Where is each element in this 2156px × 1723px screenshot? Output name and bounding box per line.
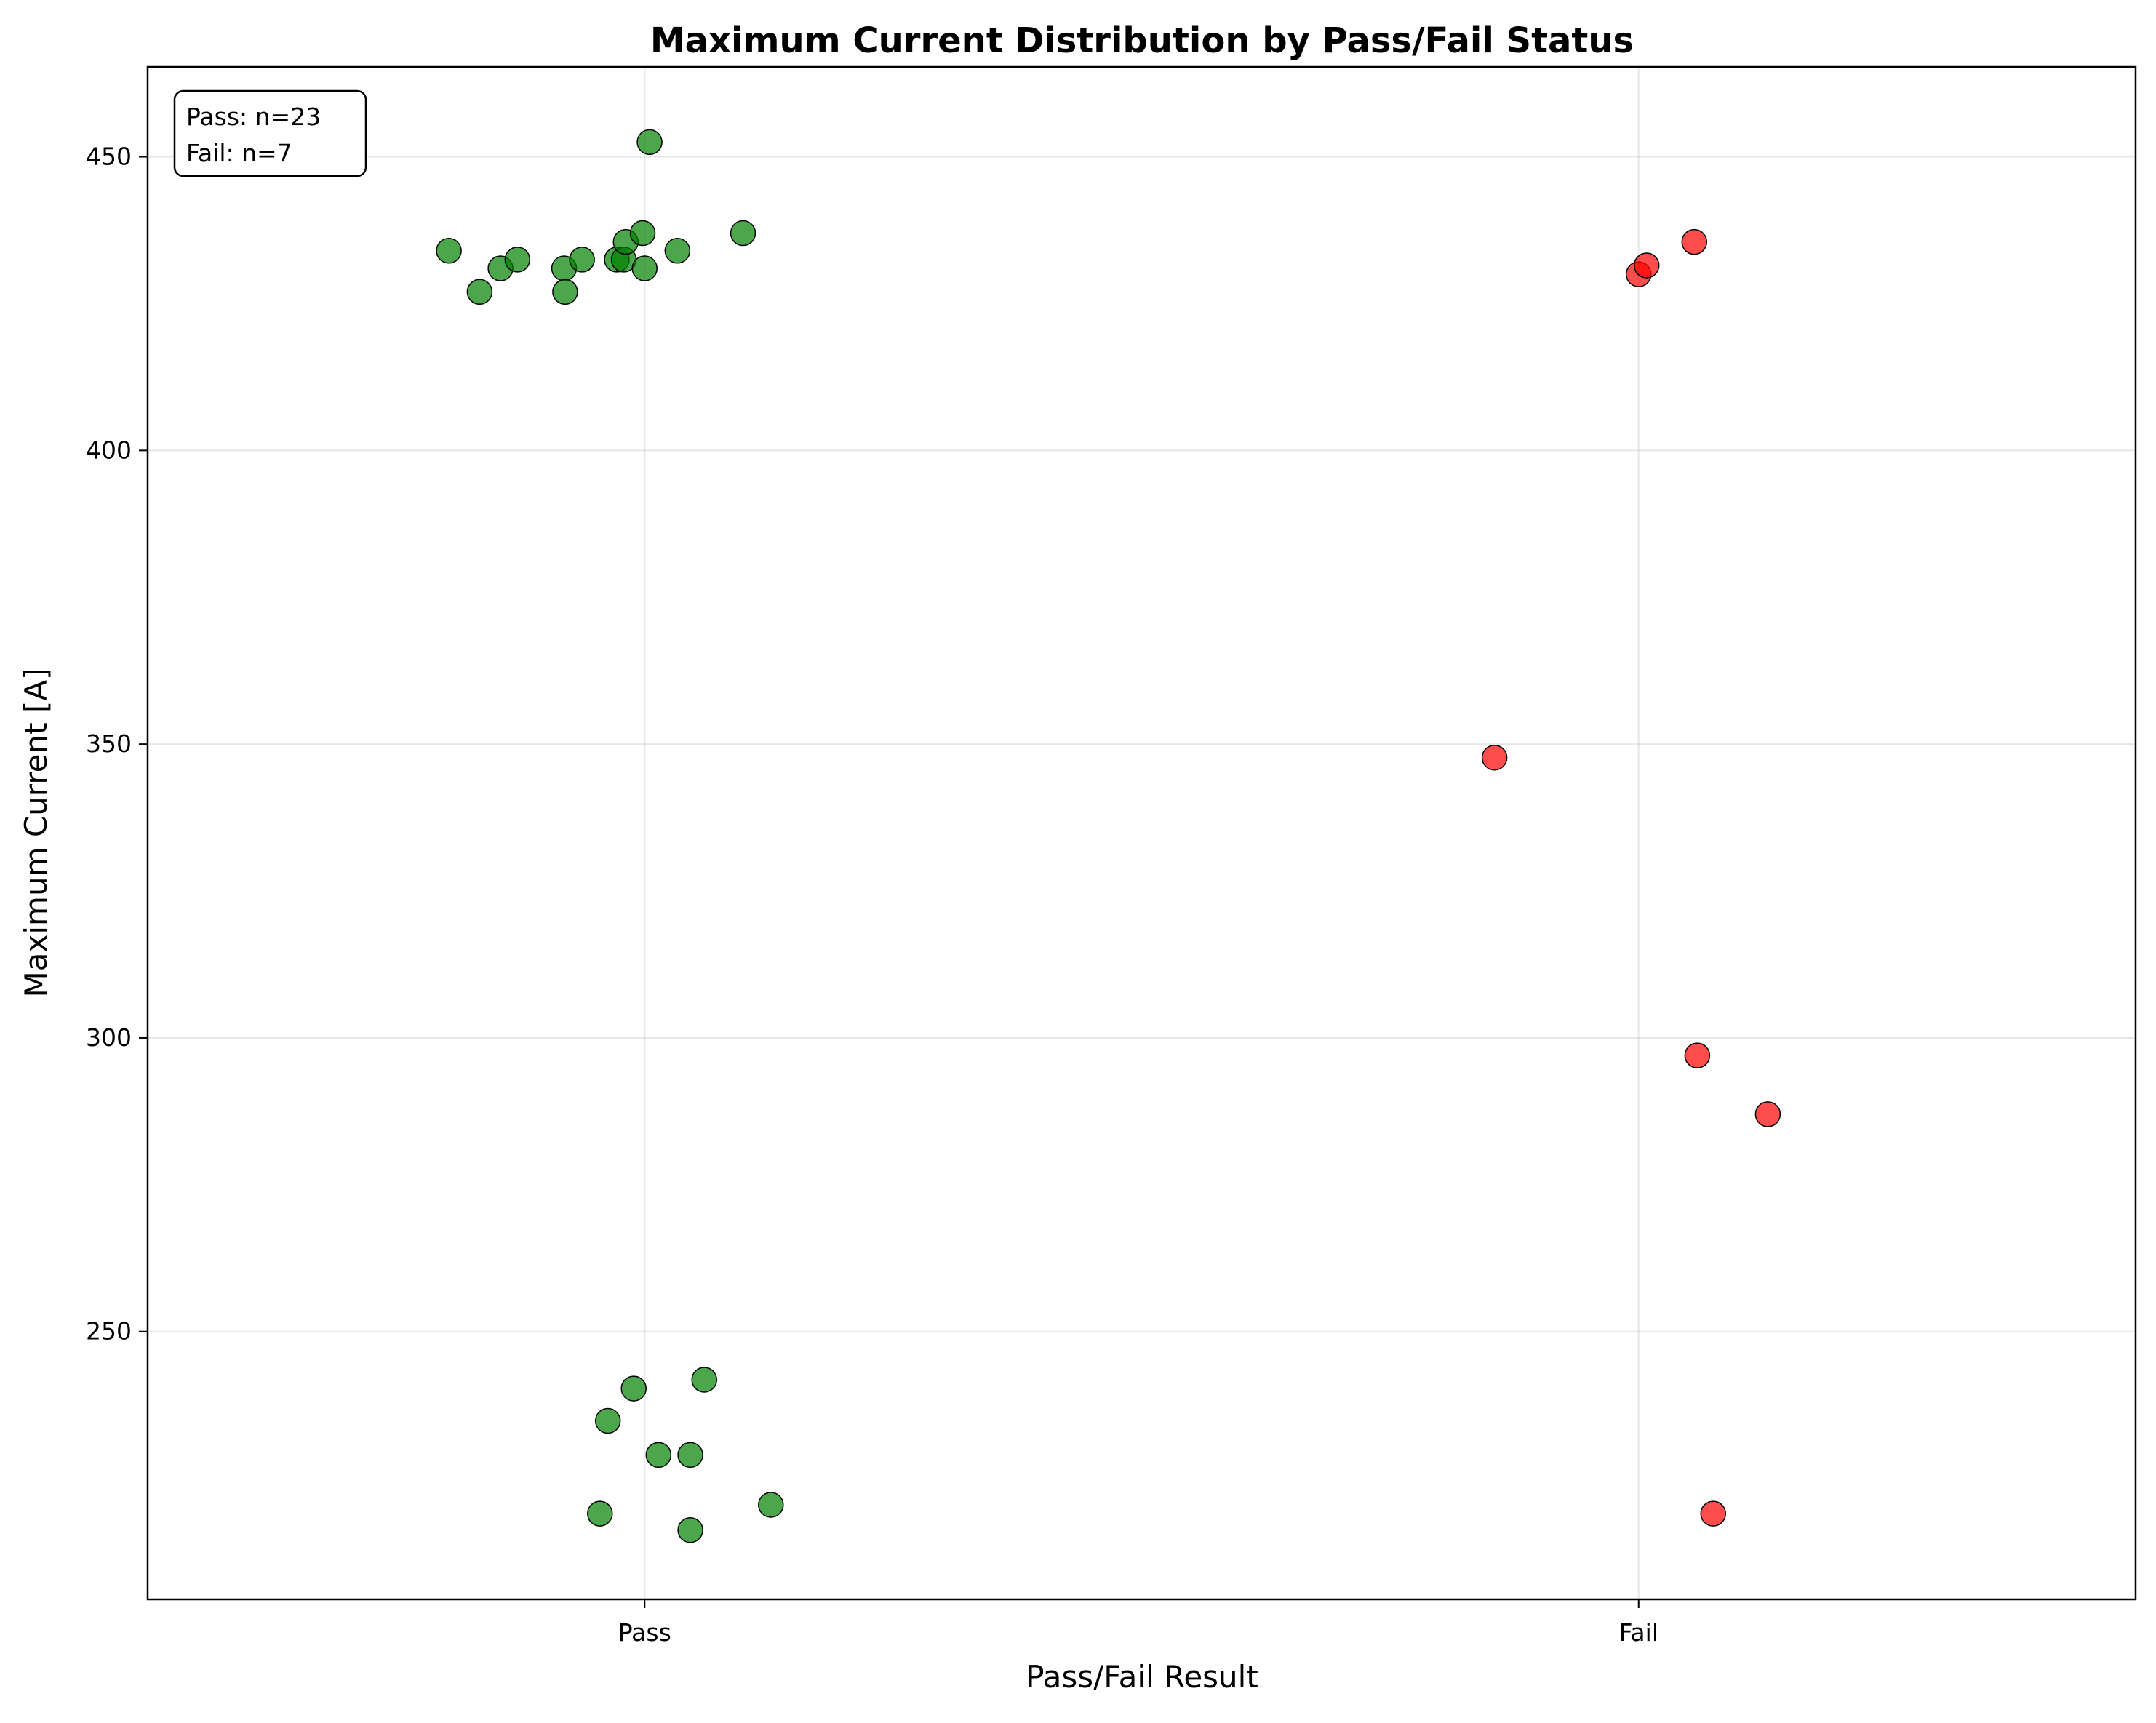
pass-data-point — [620, 1375, 647, 1402]
fail-data-point — [1700, 1500, 1726, 1527]
y-tick-label: 350 — [86, 729, 132, 758]
pass-data-point — [436, 238, 462, 264]
pass-data-point — [631, 255, 658, 281]
pass-data-point — [629, 220, 656, 247]
fail-data-point — [1633, 252, 1660, 279]
y-tick-label: 450 — [86, 143, 132, 171]
pass-data-point — [691, 1367, 717, 1393]
pass-data-point — [636, 129, 663, 156]
pass-data-point — [677, 1516, 703, 1543]
pass-data-point — [677, 1442, 703, 1468]
sample-count-box: Pass: n=23 Fail: n=7 — [173, 89, 367, 177]
pass-data-point — [664, 238, 691, 264]
pass-data-point — [645, 1442, 672, 1468]
data-points — [436, 129, 1781, 1543]
x-axis-label: Pass/Fail Result — [1026, 1659, 1258, 1695]
sample-count-frame — [173, 89, 367, 177]
x-tick-label: Fail — [1618, 1618, 1658, 1647]
pass-data-point — [504, 247, 531, 273]
grid — [148, 67, 2136, 1599]
pass-data-point — [730, 220, 756, 247]
fail-count-label: Fail: n=7 — [186, 139, 292, 167]
y-tick-label: 400 — [86, 436, 132, 464]
axis-ticks: Pass Fail 250 300 350 400 450 — [86, 143, 1658, 1647]
pass-data-point — [594, 1407, 621, 1434]
pass-data-point — [552, 279, 578, 305]
fail-data-point — [1481, 744, 1508, 771]
y-axis-label: Maximum Current [A] — [18, 668, 54, 998]
plot-frame — [146, 65, 2137, 1601]
pass-data-point — [758, 1492, 784, 1518]
pass-data-point — [569, 247, 595, 273]
chart-title: Maximum Current Distribution by Pass/Fai… — [650, 20, 1634, 61]
y-tick-label: 250 — [86, 1317, 132, 1346]
fail-data-point — [1754, 1101, 1781, 1127]
fail-data-point — [1681, 228, 1708, 255]
fail-data-point — [1684, 1042, 1711, 1068]
pass-data-point — [587, 1500, 613, 1527]
pass-count-label: Pass: n=23 — [186, 103, 321, 131]
x-tick-label: Pass — [618, 1618, 671, 1647]
pass-data-point — [466, 279, 493, 305]
y-tick-label: 300 — [86, 1023, 132, 1052]
